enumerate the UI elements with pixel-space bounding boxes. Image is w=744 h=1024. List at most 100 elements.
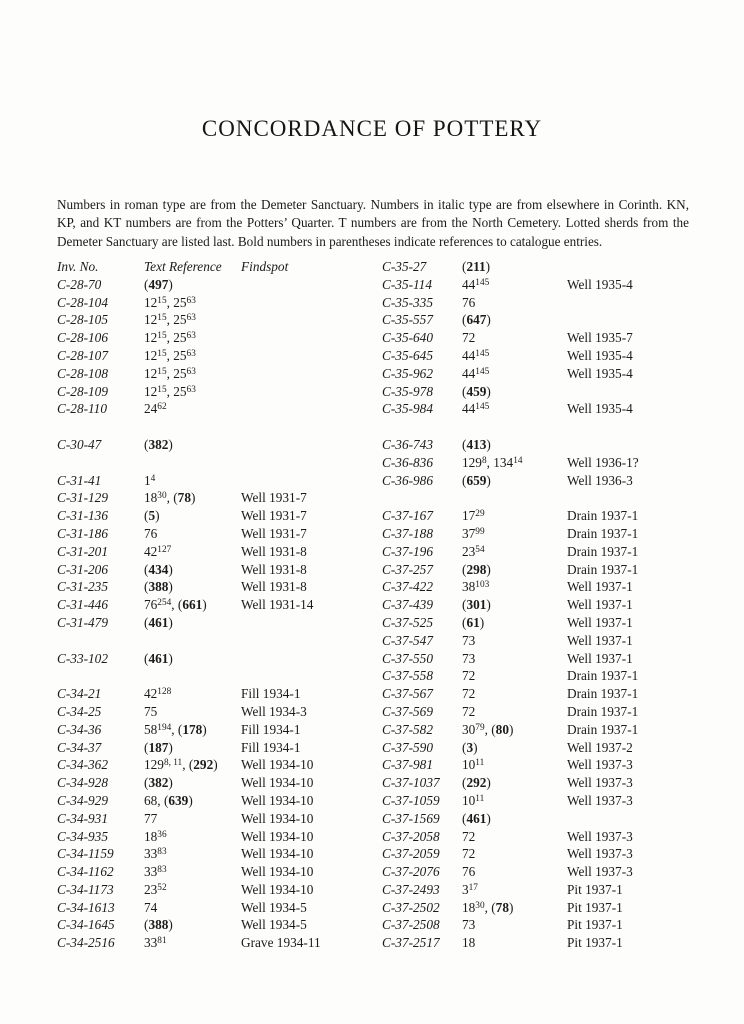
- ref-text: 18: [144, 490, 158, 506]
- text-reference-cell: 2352: [144, 881, 241, 899]
- text-reference-cell: 76: [144, 525, 241, 543]
- inv-no-cell: C-35-645: [382, 347, 433, 363]
- findspot-cell: Well 1931-8: [241, 561, 307, 577]
- ref-text: ): [168, 614, 173, 630]
- inv-no-cell: C-37-167: [382, 508, 433, 524]
- inv-no-cell: C-35-640: [382, 330, 433, 346]
- footnote-superscript: 15: [157, 384, 167, 395]
- inv-no-cell: C-31-129: [57, 490, 108, 506]
- text-reference-cell: (211): [462, 258, 567, 276]
- table-row: C-33-102 (461): [57, 650, 382, 668]
- footnote-superscript: 63: [186, 366, 196, 377]
- ref-text: (: [462, 312, 467, 328]
- text-reference-cell: 1215, 2563: [144, 365, 241, 383]
- footnote-superscript: 103: [475, 580, 490, 591]
- inv-no-cell: C-37-547: [382, 632, 433, 648]
- ref-text: ): [168, 579, 173, 595]
- table-row: C-37-582 3079, (80) Drain 1937-1: [382, 721, 690, 739]
- text-reference-cell: (187): [144, 739, 241, 757]
- findspot-cell: Well 1937-2: [567, 739, 633, 755]
- ref-text: ): [486, 597, 491, 613]
- footnote-superscript: 4: [150, 473, 156, 484]
- table-row: C-35-962 44145 Well 1935-4: [382, 365, 690, 383]
- text-reference-cell: 1215, 2563: [144, 347, 241, 365]
- ref-text: , (: [171, 597, 183, 613]
- ref-text: 42: [144, 686, 158, 702]
- text-reference-cell: (382): [144, 774, 241, 792]
- inv-no-cell: C-34-935: [57, 828, 108, 844]
- ref-text: (: [462, 614, 467, 630]
- findspot-cell: Well 1931-7: [241, 490, 307, 506]
- inv-no-cell: C-34-929: [57, 792, 108, 808]
- table-row: C-34-1173 2352 Well 1934-10: [57, 881, 382, 899]
- ref-text: (: [462, 472, 467, 488]
- ref-text: ): [168, 561, 173, 577]
- findspot-cell: Well 1934-3: [241, 703, 307, 719]
- ref-text: , 25: [166, 365, 187, 381]
- footnote-superscript: 29: [475, 509, 485, 520]
- catalogue-entry-ref: 301: [466, 597, 487, 613]
- ref-text: 33: [144, 864, 158, 880]
- catalogue-entry-ref: 388: [148, 917, 169, 933]
- inv-no-cell: C-31-206: [57, 561, 108, 577]
- table-row: C-37-2059 72 Well 1937-3: [382, 845, 690, 863]
- inv-no-cell: C-37-439: [382, 597, 433, 613]
- ref-text: 30: [462, 721, 476, 737]
- ref-text: (: [144, 436, 149, 452]
- ref-text: , (: [166, 490, 178, 506]
- catalogue-entry-ref: 178: [182, 721, 203, 737]
- inv-no-cell: C-35-984: [382, 401, 433, 417]
- text-reference-cell: 76: [462, 294, 567, 312]
- ref-text: 23: [462, 543, 476, 559]
- ref-text: 23: [144, 881, 158, 897]
- ref-text: 18: [144, 828, 158, 844]
- text-reference-cell: 1298, 11, (292): [144, 756, 241, 774]
- inv-no-cell: C-28-110: [57, 401, 107, 417]
- ref-text: 72: [462, 828, 476, 844]
- table-row: C-28-110 2462: [57, 400, 382, 418]
- ref-text: 42: [144, 543, 158, 559]
- table-row: C-34-1645 (388) Well 1934-5: [57, 916, 382, 934]
- ref-text: ): [508, 899, 514, 915]
- ref-text: 38: [462, 579, 476, 595]
- ref-text: (: [462, 561, 467, 577]
- findspot-cell: Well 1931-7: [241, 525, 307, 541]
- inv-no-cell: C-28-70: [57, 276, 102, 292]
- text-reference-cell: 14: [144, 472, 241, 490]
- footnote-superscript: 194: [157, 722, 172, 733]
- findspot-cell: Well 1934-10: [241, 810, 314, 826]
- footnote-superscript: 17: [468, 882, 478, 893]
- table-row: C-28-104 1215, 2563: [57, 294, 382, 312]
- text-reference-cell: 72: [462, 703, 567, 721]
- findspot-cell: Well 1934-5: [241, 899, 307, 915]
- footnote-superscript: 99: [475, 526, 485, 537]
- ref-text: 18: [462, 935, 476, 951]
- footnote-superscript: 15: [157, 348, 167, 359]
- ref-text: ): [168, 436, 173, 452]
- findspot-cell: Grave 1934-11: [241, 935, 321, 951]
- text-reference-cell: 76: [462, 863, 567, 881]
- text-reference-cell: 1215, 2563: [144, 383, 241, 401]
- ref-text: 44: [462, 347, 476, 363]
- inv-no-cell: C-36-986: [382, 472, 433, 488]
- ref-text: , (: [171, 721, 183, 737]
- ref-text: 3: [462, 881, 469, 897]
- ref-text: (: [462, 259, 467, 274]
- ref-text: 12: [144, 347, 158, 363]
- ref-text: ): [486, 312, 491, 328]
- inv-no-cell: C-34-25: [57, 703, 102, 719]
- ref-text: , (: [484, 721, 496, 737]
- table-row: C-37-1569 (461): [382, 810, 690, 828]
- table-row: C-37-196 2354 Drain 1937-1: [382, 543, 690, 561]
- text-reference-cell: 1011: [462, 792, 567, 810]
- ref-text: ): [168, 276, 173, 292]
- table-row: C-34-362 1298, 11, (292) Well 1934-10: [57, 756, 382, 774]
- table-row: C-37-257 (298) Drain 1937-1: [382, 561, 690, 579]
- text-reference-cell: 73: [462, 916, 567, 934]
- text-reference-cell: (3): [462, 739, 567, 757]
- footnote-superscript: 14: [513, 455, 523, 466]
- footnote-superscript: 63: [186, 295, 196, 306]
- footnote-superscript: 63: [186, 331, 196, 342]
- table-row: C-35-114 44145 Well 1935-4: [382, 276, 690, 294]
- findspot-cell: Drain 1937-1: [567, 703, 639, 719]
